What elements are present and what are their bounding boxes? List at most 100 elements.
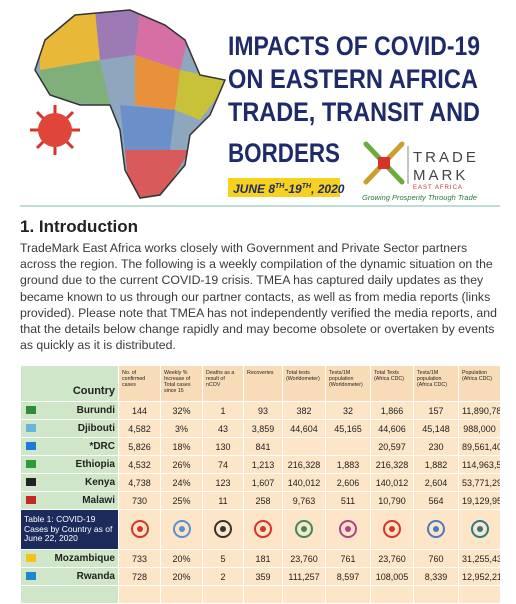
table-row: Mozambique 733 20% 5 181 23,760 761 23,760 760 31…: [20, 549, 500, 568]
table-cell: 564: [413, 491, 459, 510]
logo-mark: [363, 141, 405, 185]
flag: [26, 478, 36, 486]
table-cell: 4,532: [118, 455, 161, 474]
table-cell: 26%: [160, 455, 203, 474]
table-cell: 1: [202, 401, 244, 420]
table-cell: 511: [325, 491, 371, 510]
table-cell: 2,606: [325, 473, 371, 492]
virus-icon: [30, 105, 80, 155]
icon: [130, 519, 149, 538]
country-cell: Burundi: [20, 401, 119, 420]
table-cell: 761: [325, 549, 371, 568]
flag: [26, 424, 36, 432]
icon: [295, 519, 313, 538]
table-row: Malawi 730 25% 11 258 9,763 511 10,790 564 19,129…: [20, 491, 500, 510]
table-cell: 216,328: [370, 455, 414, 474]
table-cell: 10,790: [370, 491, 414, 510]
icon: [214, 519, 232, 538]
table-cell: 11: [202, 491, 244, 510]
table-cell: 2,604: [413, 473, 459, 492]
icon: [254, 519, 272, 538]
table-cell: 140,012: [370, 473, 414, 492]
table-row: Djibouti 4,582 3% 43 3,859 44,604 45,165 44,606…: [20, 419, 500, 438]
table-cell: 1,607: [243, 473, 283, 492]
flag: [26, 406, 36, 414]
caption-row: Table 1: COVID-19 Cases by Country as of…: [20, 509, 500, 550]
table-cell: 89,561,403: [458, 437, 500, 456]
table-cell: 20%: [160, 567, 203, 586]
icon-cell: [282, 509, 326, 550]
table-cell: 4,582: [118, 419, 161, 438]
table-cell: 728: [118, 567, 161, 586]
table-cell: 111,257: [282, 567, 326, 586]
table-cell: 144: [118, 401, 161, 420]
flag: [26, 554, 36, 562]
table-cell: 988,000: [458, 419, 500, 438]
icon: [383, 519, 401, 538]
empty-cell: [160, 585, 203, 604]
header: IMPACTS OF COVID-19 ON EASTERN AFRICA TR…: [20, 9, 500, 207]
table-cell: 45,165: [325, 419, 371, 438]
table-cell: 733: [118, 549, 161, 568]
table-cell: 32%: [160, 401, 203, 420]
table-cell: 11,890,784: [458, 401, 500, 420]
table-cell: 43: [202, 419, 244, 438]
table-cell: 93: [243, 401, 283, 420]
table-cell: 18%: [160, 437, 203, 456]
table-cell: 108,005: [370, 567, 414, 586]
table-row: Kenya 4,738 24% 123 1,607 140,012 2,606 140,012…: [20, 473, 500, 492]
table-cell: 5: [202, 549, 244, 568]
flag: [26, 442, 36, 450]
table-cell: 3,859: [243, 419, 283, 438]
table-cell: 12,952,218: [458, 567, 500, 586]
icon-cell: [202, 509, 244, 550]
table-cell: 53,771,296: [458, 473, 500, 492]
table-cell: 4,738: [118, 473, 161, 492]
icon-cell: [243, 509, 283, 550]
empty-cell: [118, 585, 161, 604]
column-header: Country: [20, 365, 119, 402]
icon: [339, 519, 357, 538]
date-part: TH: [275, 183, 285, 190]
table-cell: 2: [202, 567, 244, 586]
table-cell: 114,963,588: [458, 455, 500, 474]
covid-table: Country No. of confirmed cases Weekly % In…: [20, 365, 500, 604]
table-cell: [282, 437, 326, 456]
table-cell: 216,328: [282, 455, 326, 474]
country-cell: Mozambique: [20, 549, 119, 568]
table-cell: 140,012: [282, 473, 326, 492]
table-cell: 1,883: [325, 455, 371, 474]
table-cell: 20,597: [370, 437, 414, 456]
column-header: No. of confirmed cases: [118, 365, 161, 402]
title-line: ON EASTERN AFRICA: [228, 64, 478, 94]
title-line: BORDERS: [228, 138, 340, 168]
table-cell: 181: [243, 549, 283, 568]
title: IMPACTS OF COVID-19 ON EASTERN AFRICA TR…: [228, 31, 480, 168]
column-header: Total tests (Worldometer): [282, 365, 326, 402]
table-cell: 23,760: [282, 549, 326, 568]
column-header: Total Texts (Africa CDC): [370, 365, 414, 402]
table-row: [20, 585, 500, 604]
empty-cell: [243, 585, 283, 604]
table-cell: 8,597: [325, 567, 371, 586]
table-cell: 20%: [160, 549, 203, 568]
empty-cell: [282, 585, 326, 604]
date-part: TH: [302, 183, 312, 190]
table-cell: 760: [413, 549, 459, 568]
country-cell: *DRC: [20, 437, 119, 456]
table-cell: 1,213: [243, 455, 283, 474]
section-paragraph: TradeMark East Africa works closely with…: [20, 241, 497, 353]
table-cell: 44,604: [282, 419, 326, 438]
table-cell: 25%: [160, 491, 203, 510]
table-cell: 1,866: [370, 401, 414, 420]
table-cell: 123: [202, 473, 244, 492]
table-cell: 157: [413, 401, 459, 420]
column-header: Tests/1M population (Africa CDC): [413, 365, 459, 402]
date-part: , 2020: [310, 182, 345, 196]
column-header: Tests/1M population (Worldometer): [325, 365, 371, 402]
logo-tagline: Growing Prosperity Through Trade: [362, 193, 477, 202]
table-cell: 44,606: [370, 419, 414, 438]
empty-cell: [20, 585, 119, 604]
